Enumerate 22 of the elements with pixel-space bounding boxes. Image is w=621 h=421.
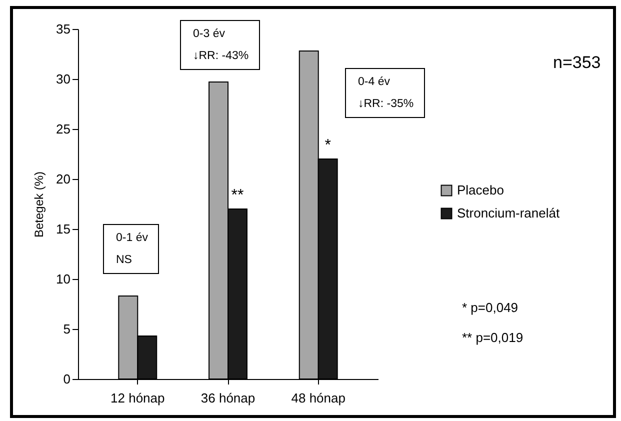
annotation: *: [324, 137, 331, 154]
y-tick-label: 0: [63, 372, 70, 386]
legend-label: Placebo: [457, 182, 504, 198]
text-box: 0-1 év NS: [103, 224, 159, 274]
text: n=353: [553, 53, 601, 73]
y-tick-label: 30: [56, 72, 70, 86]
text-box: 0-3 év ↓RR: -43%: [180, 20, 260, 70]
y-tick-label: 20: [56, 172, 70, 186]
text: ** p=0,019: [462, 330, 524, 345]
x-tick-label: 36 hónap: [200, 390, 256, 406]
y-tick-label: 15: [56, 222, 70, 236]
y-axis-title: Betegek (%): [32, 171, 46, 238]
x-tick-label: 12 hónap: [110, 390, 165, 406]
annotation: **: [231, 187, 244, 204]
text-box: 0-4 év ↓RR: -35%: [345, 68, 425, 118]
y-tick-label: 10: [56, 272, 70, 286]
text: * p=0,049: [462, 300, 518, 315]
y-tick-label: 5: [63, 322, 70, 336]
y-tick-label: 25: [56, 122, 70, 136]
legend-label: Stroncium-ranelát: [457, 206, 560, 220]
y-tick-label: 35: [56, 22, 70, 36]
x-tick-label: 48 hónap: [291, 390, 346, 406]
